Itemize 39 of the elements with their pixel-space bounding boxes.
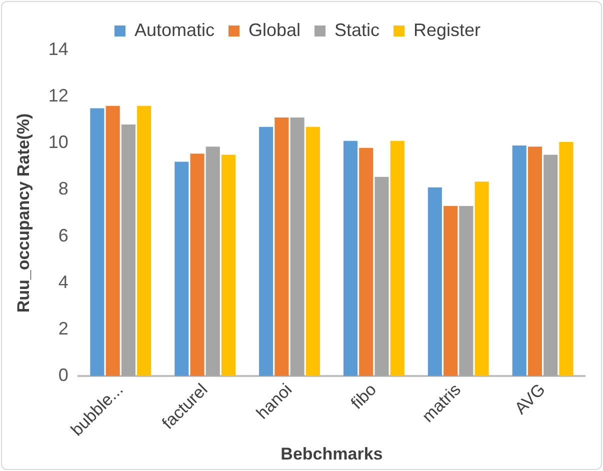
- legend-label: Static: [334, 20, 380, 40]
- bar: [90, 108, 104, 376]
- y-tick-label: 6: [58, 225, 68, 246]
- bar: [137, 106, 152, 376]
- legend-label: Global: [248, 20, 301, 40]
- bar: [512, 145, 526, 376]
- bar: [290, 118, 304, 376]
- bar: [459, 206, 474, 376]
- bar: [174, 162, 189, 376]
- bar: [390, 140, 404, 376]
- y-tick-label: 10: [48, 132, 68, 152]
- bar: [274, 118, 289, 376]
- y-tick-label: 14: [48, 38, 68, 59]
- bar: [428, 187, 442, 376]
- bar: [444, 206, 458, 376]
- bar: [374, 176, 389, 376]
- bar: [559, 142, 574, 376]
- legend-label: Automatic: [134, 20, 214, 40]
- y-tick-label: 8: [58, 178, 68, 199]
- bar: [221, 154, 236, 376]
- y-tick-label: 0: [58, 365, 68, 386]
- bar: [106, 106, 120, 376]
- bar: [259, 126, 274, 376]
- bar: [474, 182, 489, 376]
- bar: [528, 146, 542, 376]
- y-tick-label: 12: [48, 86, 68, 106]
- bar: [359, 148, 374, 376]
- bar: [121, 124, 136, 376]
- bar: [306, 126, 320, 376]
- bar: [190, 154, 204, 376]
- bar: [544, 154, 558, 376]
- y-axis-title: Ruu_occupancy Rate(%): [14, 113, 33, 313]
- bar: [206, 146, 220, 376]
- x-tick-label: fibo: [347, 380, 380, 413]
- legend-label: Register: [414, 20, 481, 40]
- y-tick-label: 4: [58, 272, 68, 292]
- bar: [343, 140, 358, 376]
- x-axis-title: Bebchmarks: [280, 444, 383, 464]
- y-tick-label: 2: [58, 318, 68, 338]
